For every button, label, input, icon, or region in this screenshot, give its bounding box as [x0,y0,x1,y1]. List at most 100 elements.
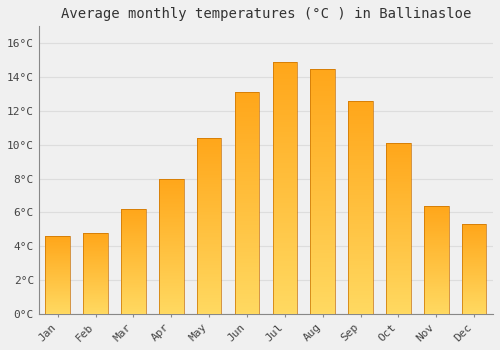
Bar [386,157,410,159]
Bar [348,210,373,212]
Bar [462,308,486,309]
Bar [84,309,108,310]
Bar [462,310,486,312]
Bar [197,266,222,268]
Bar [462,300,486,301]
Bar [159,299,184,301]
Bar [84,258,108,259]
Bar [234,130,260,132]
Bar [386,283,410,285]
Bar [272,196,297,198]
Bar [462,271,486,272]
Bar [197,219,222,221]
Bar [272,92,297,94]
Bar [234,141,260,143]
Bar [197,217,222,219]
Bar [424,280,448,281]
Bar [272,100,297,102]
Bar [272,259,297,261]
Bar [197,189,222,191]
Bar [159,188,184,189]
Bar [46,272,70,273]
Bar [272,170,297,173]
Bar [348,233,373,235]
Bar [197,242,222,244]
Bar [121,226,146,227]
Bar [121,243,146,244]
Bar [310,135,335,137]
Bar [310,110,335,113]
Bar [272,72,297,75]
Bar [424,276,448,277]
Bar [424,244,448,245]
Bar [386,189,410,191]
Bar [84,238,108,239]
Bar [424,234,448,235]
Bar [121,301,146,302]
Bar [348,248,373,250]
Bar [462,305,486,306]
Bar [234,243,260,245]
Bar [121,264,146,265]
Bar [424,261,448,262]
Bar [84,253,108,254]
Bar [310,194,335,196]
Bar [386,254,410,256]
Bar [348,101,373,103]
Bar [121,267,146,268]
Bar [348,182,373,184]
Bar [234,170,260,172]
Bar [84,299,108,300]
Bar [272,304,297,307]
Bar [386,309,410,310]
Bar [424,265,448,266]
Bar [84,237,108,238]
Bar [348,267,373,269]
Bar [159,290,184,291]
Bar [348,103,373,105]
Bar [234,163,260,166]
Bar [197,305,222,307]
Bar [46,250,70,251]
Bar [234,181,260,183]
Bar [348,180,373,182]
Bar [462,244,486,245]
Bar [197,223,222,224]
Bar [348,220,373,222]
Bar [310,91,335,93]
Bar [197,152,222,154]
Bar [234,146,260,148]
Bar [424,248,448,249]
Bar [84,271,108,272]
Bar [386,176,410,177]
Bar [386,236,410,237]
Bar [272,228,297,231]
Bar [272,213,297,216]
Bar [386,285,410,287]
Bar [234,287,260,290]
Bar [310,226,335,228]
Bar [424,287,448,288]
Bar [424,212,448,213]
Bar [424,275,448,276]
Bar [121,256,146,257]
Bar [159,287,184,288]
Bar [159,220,184,222]
Bar [121,295,146,296]
Bar [121,300,146,301]
Bar [159,215,184,217]
Bar [462,231,486,232]
Bar [84,285,108,286]
Bar [386,299,410,300]
Bar [197,258,222,259]
Bar [234,301,260,303]
Bar [424,235,448,236]
Bar [121,212,146,213]
Bar [386,310,410,312]
Bar [121,280,146,281]
Bar [84,247,108,248]
Bar [197,312,222,314]
Bar [159,296,184,298]
Bar [197,156,222,158]
Bar [159,301,184,302]
